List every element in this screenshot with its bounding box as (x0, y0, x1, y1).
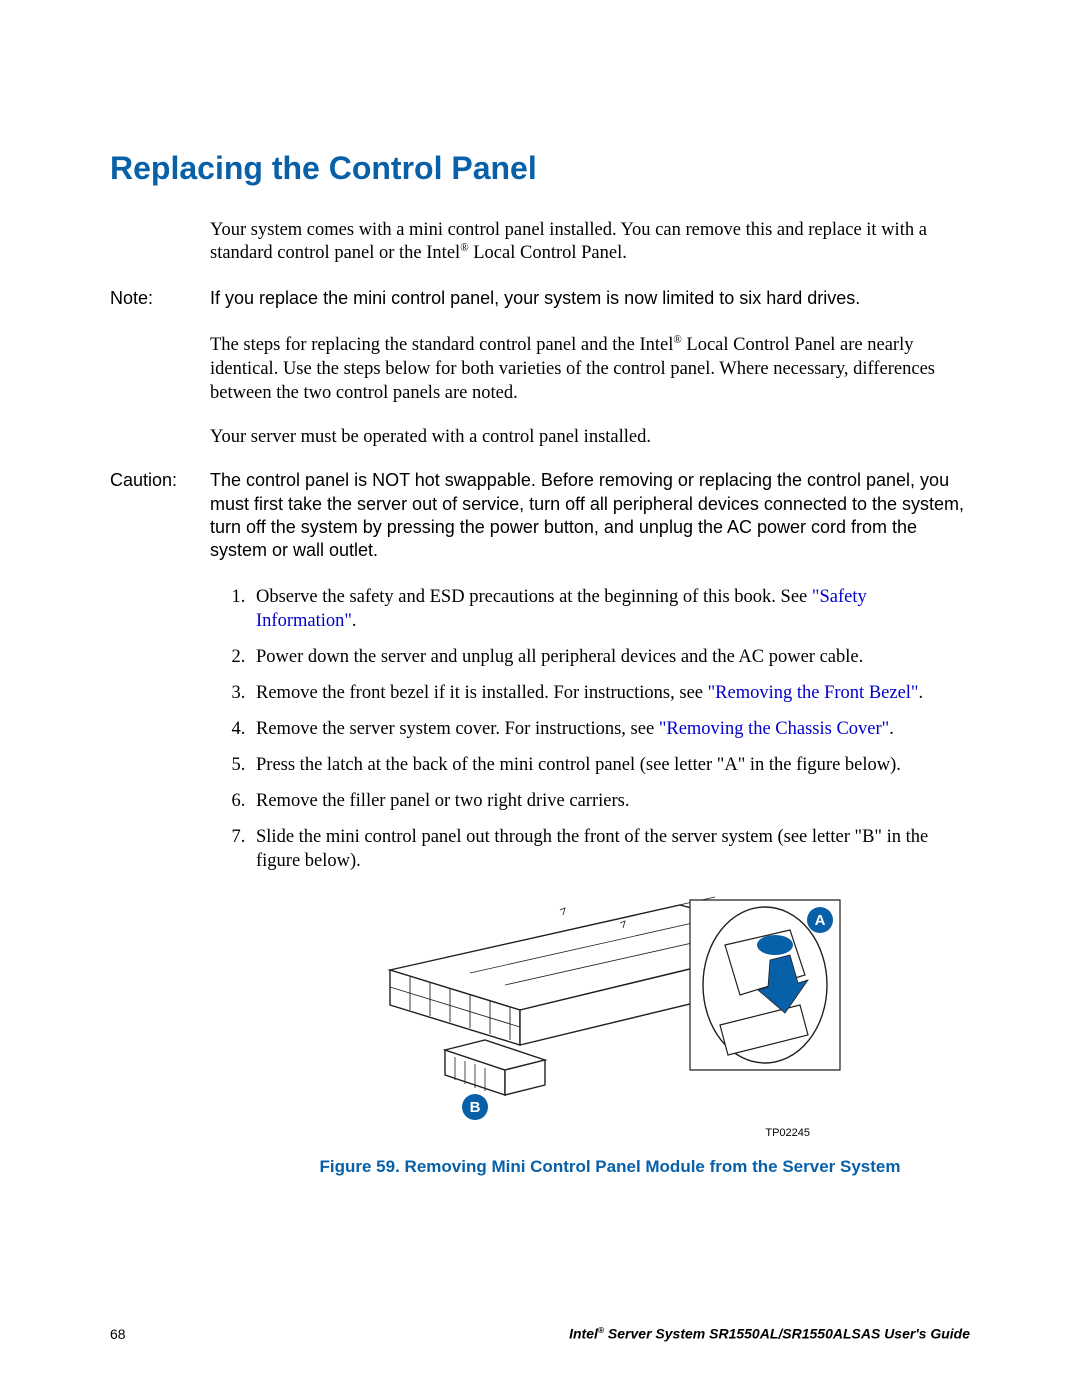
intro-text-b: Local Control Panel. (469, 243, 627, 263)
step-text: Remove the server system cover. For inst… (256, 719, 659, 739)
step-item: Remove the filler panel or two right dri… (250, 789, 970, 813)
step-text: Remove the filler panel or two right dri… (256, 791, 629, 811)
note-body: If you replace the mini control panel, y… (210, 287, 970, 310)
step-item: Slide the mini control panel out through… (250, 825, 970, 873)
step-text: Slide the mini control panel out through… (256, 827, 928, 871)
step-post: . (889, 719, 894, 739)
registered-mark: ® (673, 334, 681, 346)
body-paragraph-2: The steps for replacing the standard con… (210, 333, 970, 405)
section-heading: Replacing the Control Panel (110, 150, 970, 187)
note-block: Note: If you replace the mini control pa… (110, 287, 970, 310)
caution-block: Caution: The control panel is NOT hot sw… (110, 469, 970, 563)
step-text: Remove the front bezel if it is installe… (256, 683, 708, 703)
intro-paragraph: Your system comes with a mini control pa… (210, 219, 970, 265)
registered-mark: ® (460, 242, 468, 254)
page-footer: 68 Intel® Server System SR1550AL/SR1550A… (110, 1325, 970, 1342)
figure-id: TP02245 (250, 1127, 810, 1139)
cross-ref-link[interactable]: "Removing the Chassis Cover" (659, 719, 889, 739)
step-item: Observe the safety and ESD precautions a… (250, 585, 970, 633)
figure-illustration: A B (360, 885, 860, 1125)
step-item: Press the latch at the back of the mini … (250, 753, 970, 777)
caution-label: Caution: (110, 469, 210, 563)
footer-title-a: Intel (569, 1326, 598, 1342)
step-text: Press the latch at the back of the mini … (256, 755, 901, 775)
step-item: Remove the server system cover. For inst… (250, 717, 970, 741)
figure-block: A B TP02245 Figure 59. Removing Mini Con… (250, 885, 970, 1177)
body-paragraph-3: Your server must be operated with a cont… (210, 425, 970, 449)
step-item: Remove the front bezel if it is installe… (250, 681, 970, 705)
callout-a-label: A (815, 912, 826, 929)
footer-title-b: Server System SR1550AL/SR1550ALSAS User'… (604, 1326, 970, 1342)
figure-caption: Figure 59. Removing Mini Control Panel M… (250, 1157, 970, 1177)
body-p2-a: The steps for replacing the standard con… (210, 335, 673, 355)
note-label: Note: (110, 287, 210, 310)
caution-body: The control panel is NOT hot swappable. … (210, 469, 970, 563)
page-number: 68 (110, 1326, 126, 1342)
step-text: Power down the server and unplug all per… (256, 647, 863, 667)
steps-list: Observe the safety and ESD precautions a… (250, 585, 970, 873)
step-post: . (919, 683, 924, 703)
cross-ref-link[interactable]: "Removing the Front Bezel" (708, 683, 919, 703)
step-text: Observe the safety and ESD precautions a… (256, 587, 812, 607)
callout-b-label: B (470, 1099, 481, 1116)
step-item: Power down the server and unplug all per… (250, 645, 970, 669)
footer-title: Intel® Server System SR1550AL/SR1550ALSA… (569, 1325, 970, 1342)
step-post: . (352, 611, 357, 631)
